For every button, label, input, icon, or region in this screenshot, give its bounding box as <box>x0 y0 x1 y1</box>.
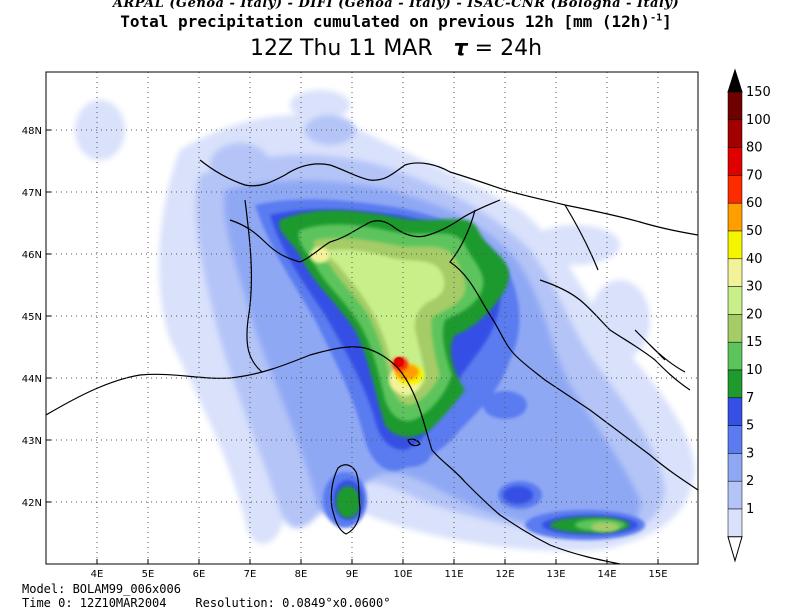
field-title: Total precipitation cumulated on previou… <box>0 12 792 31</box>
colorbar-label: 15 <box>746 335 763 350</box>
lat-label: 45N <box>22 312 42 323</box>
resolution-label: Resolution: 0.0849°x0.0600° <box>195 596 391 610</box>
lon-label: 7E <box>244 569 257 580</box>
colorbar-label: 5 <box>746 419 754 434</box>
lon-label: 11E <box>444 569 463 580</box>
lon-label: 14E <box>597 569 616 580</box>
coastlines-borders <box>46 159 698 564</box>
model-label: Model: BOLAM99_006x006 <box>22 582 181 596</box>
colorbar-swatch <box>727 147 743 176</box>
lon-label: 8E <box>295 569 308 580</box>
colorbar-swatch <box>727 230 743 260</box>
lon-label: 15E <box>648 569 667 580</box>
precipitation-field <box>75 90 696 551</box>
lon-label: 9E <box>346 569 359 580</box>
colorbar-swatch <box>727 258 743 287</box>
colorbar-bottom-arrow <box>727 536 743 563</box>
valid-time: 12Z Thu 11 MAR <box>249 36 433 61</box>
time-resolution-line: Time 0: 12Z10MAR2004 Resolution: 0.0849°… <box>22 596 390 610</box>
lat-label: 46N <box>22 250 42 261</box>
lat-label: 44N <box>22 374 42 385</box>
colorbar-swatch <box>727 480 743 510</box>
tau-value: = 24h <box>474 36 543 61</box>
colorbar-label: 60 <box>746 196 763 211</box>
colorbar-swatch <box>727 91 743 121</box>
lon-label: 13E <box>546 569 565 580</box>
colorbar-swatch <box>727 508 743 538</box>
colorbar-label: 20 <box>746 307 763 322</box>
lat-label: 43N <box>22 436 42 447</box>
colorbar-swatch <box>727 119 743 148</box>
colorbar-swatch <box>727 175 743 204</box>
colorbar-swatch <box>727 341 743 371</box>
colorbar-swatch <box>727 397 743 426</box>
lat-label: 48N <box>22 126 42 137</box>
lon-label: 12E <box>495 569 514 580</box>
lat-label: 47N <box>22 188 42 199</box>
colorbar-swatch <box>727 453 743 482</box>
colorbar-swatch <box>727 286 743 315</box>
field-title-exponent: -1 <box>650 12 663 24</box>
colorbar: 150 100 80 70 60 50 40 30 20 15 10 7 5 3 2 1 <box>727 68 771 563</box>
colorbar-label: 2 <box>746 474 754 489</box>
lat-label: 42N <box>22 498 42 509</box>
colorbar-swatch <box>727 314 743 343</box>
colorbar-swatch <box>727 425 743 454</box>
field-title-main: Total precipitation cumulated on previou… <box>120 12 651 31</box>
institutions-header: ARPAL (Genoa - Italy) - DIFI (Genoa - It… <box>112 0 680 11</box>
lon-label: 6E <box>193 569 206 580</box>
colorbar-swatch <box>727 202 743 232</box>
tau-symbol: τ <box>453 36 468 61</box>
valid-time-title: 12Z Thu 11 MAR τ = 24h <box>0 36 792 61</box>
colorbar-label: 7 <box>746 391 754 406</box>
graticule <box>46 72 698 564</box>
time0-label: Time 0: 12Z10MAR2004 <box>22 596 167 610</box>
lon-label: 10E <box>393 569 412 580</box>
map-frame <box>45 71 699 565</box>
colorbar-top-arrow <box>727 68 743 93</box>
colorbar-label: 30 <box>746 280 763 295</box>
colorbar-label: 80 <box>746 141 763 156</box>
colorbar-label: 70 <box>746 168 763 183</box>
lon-label: 5E <box>142 569 155 580</box>
colorbar-label: 1 <box>746 502 754 517</box>
field-title-bracket: ] <box>662 12 672 31</box>
colorbar-label: 50 <box>746 224 763 239</box>
colorbar-label: 150 <box>746 85 771 100</box>
colorbar-label: 100 <box>746 113 771 128</box>
colorbar-label: 40 <box>746 252 763 267</box>
colorbar-label: 10 <box>746 363 763 378</box>
colorbar-label: 3 <box>746 446 754 461</box>
colorbar-swatch <box>727 369 743 399</box>
lon-label: 4E <box>91 569 104 580</box>
